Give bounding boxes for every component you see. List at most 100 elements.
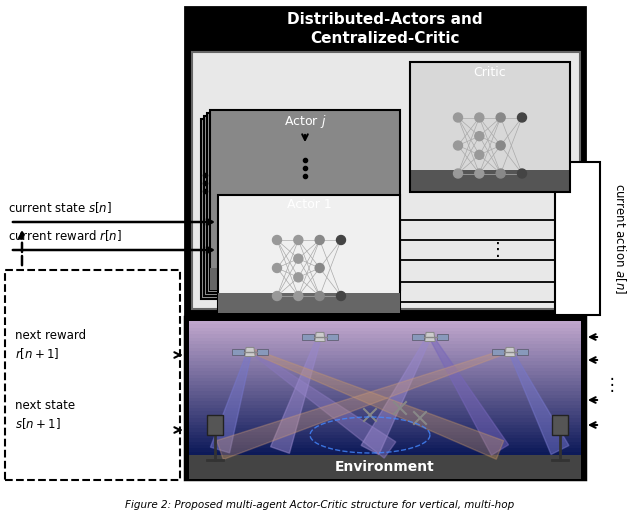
Bar bbox=[189, 407, 581, 411]
Text: Environment: Environment bbox=[335, 460, 435, 474]
Bar bbox=[436, 334, 448, 339]
Bar bbox=[189, 451, 581, 455]
Polygon shape bbox=[249, 348, 504, 459]
Bar bbox=[189, 394, 581, 398]
Text: next reward
$r[n+1]$: next reward $r[n+1]$ bbox=[15, 329, 86, 362]
Bar bbox=[189, 320, 581, 324]
Circle shape bbox=[475, 150, 484, 159]
Bar bbox=[218, 293, 400, 313]
Bar bbox=[192, 52, 580, 309]
Bar bbox=[207, 113, 397, 293]
Circle shape bbox=[496, 169, 505, 178]
Polygon shape bbox=[245, 348, 255, 356]
Bar bbox=[189, 364, 581, 368]
Bar bbox=[189, 431, 581, 435]
Bar bbox=[326, 334, 338, 339]
Bar bbox=[410, 62, 570, 192]
Bar bbox=[189, 398, 581, 401]
Circle shape bbox=[294, 254, 303, 263]
Bar bbox=[189, 401, 581, 405]
Text: Critic: Critic bbox=[474, 66, 506, 79]
Bar bbox=[204, 116, 394, 296]
Bar bbox=[189, 424, 581, 428]
Bar bbox=[189, 347, 581, 351]
Polygon shape bbox=[361, 334, 432, 455]
Bar bbox=[189, 367, 581, 371]
Bar bbox=[189, 434, 581, 438]
Text: current state $s[n]$: current state $s[n]$ bbox=[8, 200, 112, 215]
Circle shape bbox=[315, 235, 324, 245]
Polygon shape bbox=[508, 349, 569, 454]
Circle shape bbox=[475, 169, 484, 178]
Circle shape bbox=[475, 132, 484, 141]
Text: ⋮: ⋮ bbox=[604, 376, 620, 394]
Bar bbox=[492, 349, 504, 354]
Bar bbox=[189, 441, 581, 445]
Bar bbox=[189, 377, 581, 381]
Circle shape bbox=[454, 141, 463, 150]
Bar bbox=[189, 421, 581, 425]
Bar bbox=[189, 438, 581, 441]
Bar bbox=[189, 381, 581, 385]
Circle shape bbox=[475, 113, 484, 122]
Bar bbox=[189, 414, 581, 418]
Bar bbox=[185, 317, 585, 479]
Bar bbox=[189, 387, 581, 391]
Text: Figure 2: Proposed multi-agent Actor-Critic structure for vertical, multi-hop: Figure 2: Proposed multi-agent Actor-Cri… bbox=[125, 500, 515, 510]
Text: Distributed-Actors and
Centralized-Critic: Distributed-Actors and Centralized-Criti… bbox=[287, 12, 483, 46]
Bar bbox=[189, 427, 581, 432]
Circle shape bbox=[273, 291, 282, 300]
Circle shape bbox=[337, 235, 346, 245]
Circle shape bbox=[518, 169, 527, 178]
Circle shape bbox=[315, 264, 324, 272]
Polygon shape bbox=[428, 334, 509, 455]
Bar bbox=[410, 170, 570, 192]
Circle shape bbox=[337, 291, 346, 300]
Bar bbox=[201, 119, 391, 299]
Bar bbox=[189, 334, 581, 338]
Bar bbox=[189, 448, 581, 452]
Bar bbox=[189, 340, 581, 345]
Bar bbox=[189, 391, 581, 394]
Text: Actor $j$: Actor $j$ bbox=[284, 112, 326, 129]
Bar bbox=[189, 455, 581, 479]
Bar bbox=[189, 331, 581, 334]
Bar bbox=[189, 344, 581, 348]
Bar bbox=[189, 371, 581, 374]
Bar bbox=[555, 162, 600, 315]
Circle shape bbox=[294, 273, 303, 282]
Bar bbox=[5, 270, 180, 480]
Bar bbox=[189, 327, 581, 331]
Bar bbox=[189, 354, 581, 358]
Circle shape bbox=[454, 113, 463, 122]
Bar bbox=[189, 444, 581, 448]
Circle shape bbox=[315, 291, 324, 300]
Circle shape bbox=[294, 291, 303, 300]
Circle shape bbox=[294, 235, 303, 245]
Polygon shape bbox=[217, 348, 511, 459]
Bar bbox=[516, 349, 528, 354]
Polygon shape bbox=[249, 348, 396, 458]
Circle shape bbox=[496, 141, 505, 150]
Polygon shape bbox=[271, 334, 322, 453]
Polygon shape bbox=[505, 348, 515, 356]
Bar bbox=[189, 351, 581, 354]
Bar bbox=[189, 384, 581, 388]
Circle shape bbox=[273, 235, 282, 245]
Bar bbox=[302, 334, 314, 339]
Circle shape bbox=[273, 264, 282, 272]
Polygon shape bbox=[211, 349, 252, 453]
Bar bbox=[189, 337, 581, 341]
Bar bbox=[232, 349, 243, 354]
Circle shape bbox=[518, 113, 527, 122]
Bar bbox=[189, 357, 581, 361]
Bar bbox=[410, 62, 570, 170]
Text: next state
$s[n+1]$: next state $s[n+1]$ bbox=[15, 399, 75, 432]
Bar bbox=[189, 374, 581, 378]
Polygon shape bbox=[315, 332, 325, 341]
Bar bbox=[185, 7, 585, 315]
Text: current reward $r[n]$: current reward $r[n]$ bbox=[8, 229, 122, 244]
Bar bbox=[189, 404, 581, 408]
Circle shape bbox=[496, 113, 505, 122]
Bar bbox=[552, 415, 568, 435]
